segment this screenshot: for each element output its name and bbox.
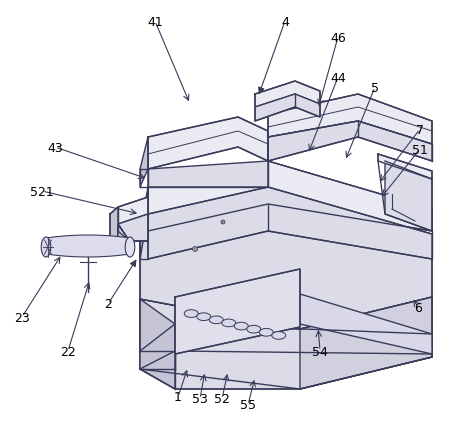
Circle shape — [193, 247, 198, 252]
Polygon shape — [118, 197, 148, 224]
Polygon shape — [268, 122, 432, 162]
Polygon shape — [140, 138, 148, 187]
Polygon shape — [175, 294, 432, 354]
Polygon shape — [148, 118, 268, 169]
Polygon shape — [272, 332, 286, 340]
Polygon shape — [46, 236, 130, 258]
Polygon shape — [300, 297, 432, 389]
Text: 1: 1 — [174, 390, 182, 404]
Polygon shape — [110, 208, 118, 247]
Polygon shape — [255, 95, 320, 122]
Polygon shape — [259, 329, 273, 336]
Text: 53: 53 — [192, 393, 208, 405]
Circle shape — [221, 221, 225, 224]
Polygon shape — [234, 322, 248, 330]
Polygon shape — [140, 297, 432, 389]
Text: 7: 7 — [416, 123, 424, 136]
Polygon shape — [118, 215, 148, 241]
Polygon shape — [209, 316, 223, 324]
Polygon shape — [148, 162, 432, 231]
Text: 4: 4 — [281, 15, 289, 28]
Polygon shape — [140, 205, 432, 329]
Polygon shape — [118, 231, 130, 255]
Polygon shape — [247, 326, 261, 333]
Text: 6: 6 — [414, 301, 422, 314]
Text: 44: 44 — [330, 71, 346, 84]
Text: 51: 51 — [412, 143, 428, 156]
Text: 41: 41 — [147, 15, 163, 28]
Polygon shape — [378, 155, 432, 180]
Text: 5: 5 — [371, 81, 379, 94]
Polygon shape — [385, 162, 432, 231]
Polygon shape — [268, 95, 432, 144]
Text: 46: 46 — [330, 31, 346, 44]
Polygon shape — [125, 237, 135, 258]
Polygon shape — [175, 269, 300, 354]
Polygon shape — [148, 162, 268, 187]
Text: 43: 43 — [47, 141, 63, 154]
Text: 2: 2 — [104, 298, 112, 311]
Text: 23: 23 — [14, 311, 30, 324]
Polygon shape — [197, 313, 211, 321]
Text: 54: 54 — [312, 345, 328, 358]
Text: 22: 22 — [60, 345, 76, 358]
Polygon shape — [140, 299, 175, 389]
Polygon shape — [41, 237, 51, 258]
Text: 52: 52 — [214, 393, 230, 405]
Polygon shape — [140, 187, 148, 259]
Polygon shape — [148, 187, 432, 259]
Polygon shape — [184, 310, 198, 318]
Text: 521: 521 — [30, 185, 54, 198]
Polygon shape — [140, 324, 175, 369]
Text: 55: 55 — [240, 399, 256, 412]
Polygon shape — [222, 319, 236, 327]
Polygon shape — [255, 82, 320, 108]
Polygon shape — [118, 224, 130, 243]
